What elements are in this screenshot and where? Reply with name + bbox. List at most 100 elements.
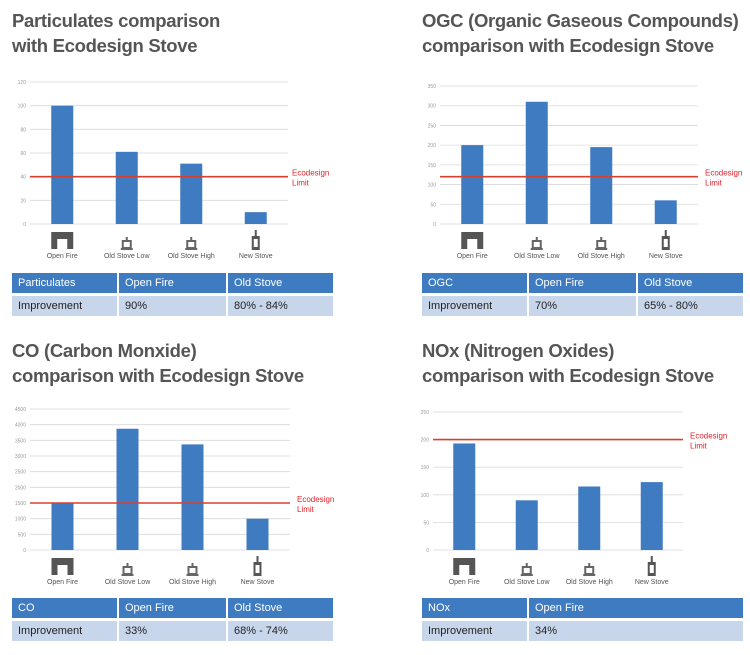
y-tick-label: 60 xyxy=(20,151,26,157)
bar-chart: 0 50 100 150 200 250 300 350 Open Fire Old Stove … xyxy=(428,84,743,260)
chart-title-line: OGC (Organic Gaseous Compounds) xyxy=(422,10,739,31)
chart-title-line: Particulates comparison xyxy=(12,10,220,31)
y-tick-label: 150 xyxy=(428,163,437,169)
y-tick-label: 0 xyxy=(426,548,429,554)
bar-old-stove-high xyxy=(181,444,204,550)
chart-title: OGC (Organic Gaseous Compounds) compariso… xyxy=(422,8,739,58)
old-stove-shape xyxy=(185,237,198,250)
table-header: OGC Open Fire Old Stove xyxy=(422,273,743,293)
limit-label: Ecodesign xyxy=(690,432,727,441)
improvement-table: CO Open Fire Old Stove Improvement 33% 68% - … xyxy=(10,595,335,644)
table-header: CO Open Fire Old Stove xyxy=(12,598,333,618)
chart-title: NOx (Nitrogen Oxides) comparison with Eco… xyxy=(422,338,714,388)
table-cell: 90% xyxy=(119,296,226,316)
category-label: Open Fire xyxy=(47,579,78,586)
new-stove-shape xyxy=(253,556,262,576)
y-tick-label: 3500 xyxy=(15,438,26,444)
limit-label: Limit xyxy=(690,442,708,451)
y-tick-label: 100 xyxy=(18,104,27,110)
category-label: New Stove xyxy=(635,579,669,586)
new-stove-icon xyxy=(251,230,260,250)
open-fire-icon xyxy=(51,232,74,249)
old-stove-icon xyxy=(595,237,608,250)
limit-label: Ecodesign xyxy=(297,495,334,504)
new-stove-icon xyxy=(661,230,670,250)
limit-label: Ecodesign xyxy=(705,169,742,178)
category-label: Open Fire xyxy=(47,253,78,260)
table-row: Improvement 33% 68% - 74% xyxy=(12,621,333,641)
table-cell: Old Stove xyxy=(228,598,333,618)
old-stove-shape xyxy=(595,237,608,250)
category-label: Old Stove High xyxy=(578,253,625,260)
y-tick-label: 1000 xyxy=(15,517,26,523)
improvement-table: NOx Open Fire Improvement 34% xyxy=(420,595,745,644)
category-label: Open Fire xyxy=(449,579,480,586)
bar-old-stove-low xyxy=(116,428,139,550)
y-tick-label: 3000 xyxy=(15,454,26,460)
improvement-table: Particulates Open Fire Old Stove Improvemen… xyxy=(10,270,335,319)
chart-panel: Particulates comparison with Ecodesign St… xyxy=(0,0,340,325)
y-tick-label: 150 xyxy=(421,465,430,471)
table-cell: Improvement xyxy=(422,296,527,316)
old-stove-shape xyxy=(530,237,543,250)
bar-old-stove-low xyxy=(515,500,538,550)
table-cell: Open Fire xyxy=(529,273,636,293)
old-stove-icon xyxy=(583,563,596,576)
y-tick-label: 4000 xyxy=(15,423,26,429)
table-cell: 80% - 84% xyxy=(228,296,333,316)
y-tick-label: 1500 xyxy=(15,501,26,507)
bar-open-fire xyxy=(51,105,74,224)
table-cell: Old Stove xyxy=(638,273,743,293)
y-tick-label: 250 xyxy=(428,123,437,129)
category-label: New Stove xyxy=(649,253,683,260)
chart-panel: OGC (Organic Gaseous Compounds) compariso… xyxy=(410,0,750,325)
y-tick-label: 350 xyxy=(428,84,437,90)
bar-old-stove-low xyxy=(525,101,548,224)
y-tick-label: 250 xyxy=(421,410,430,416)
table-cell: Open Fire xyxy=(119,598,226,618)
category-label: Old Stove Low xyxy=(105,579,151,586)
table-cell: Old Stove xyxy=(228,273,333,293)
category-label: Open Fire xyxy=(457,253,488,260)
chart-title-line: with Ecodesign Stove xyxy=(12,35,198,56)
bar-chart: 0 500 1000 1500 2000 2500 3000 3500 4000 4500 Open… xyxy=(15,407,334,586)
open-fire-icon xyxy=(453,558,476,575)
limit-label: Limit xyxy=(297,505,315,514)
category-label: Old Stove Low xyxy=(104,253,150,260)
table-row: Improvement 90% 80% - 84% xyxy=(12,296,333,316)
bar-chart: 0 50 100 150 200 250 Open Fire Old Stove Low Old… xyxy=(421,410,728,586)
y-tick-label: 50 xyxy=(423,520,429,526)
chart-panel: CO (Carbon Monxide) comparison with Ecode… xyxy=(0,330,340,655)
bar-open-fire xyxy=(453,443,476,550)
bar-new-stove xyxy=(246,518,269,550)
bar-old-stove-high xyxy=(590,147,613,224)
category-label: Old Stove High xyxy=(566,579,613,586)
table-cell: Improvement xyxy=(12,296,117,316)
old-stove-shape xyxy=(121,563,134,576)
table-cell: 33% xyxy=(119,621,226,641)
old-stove-icon xyxy=(121,563,134,576)
bar-open-fire xyxy=(461,145,484,224)
table-cell: CO xyxy=(12,598,117,618)
y-tick-label: 40 xyxy=(20,175,26,181)
table-header: NOx Open Fire xyxy=(422,598,743,618)
chart-title-line: comparison with Ecodesign Stove xyxy=(422,35,714,56)
table-cell: Particulates xyxy=(12,273,117,293)
y-tick-label: 4500 xyxy=(15,407,26,413)
limit-label: Limit xyxy=(705,179,723,188)
bar-new-stove xyxy=(654,200,677,224)
y-tick-label: 200 xyxy=(421,438,430,444)
y-tick-label: 100 xyxy=(428,183,437,189)
category-label: New Stove xyxy=(239,253,273,260)
y-tick-label: 0 xyxy=(23,222,26,228)
y-tick-label: 300 xyxy=(428,104,437,110)
old-stove-icon xyxy=(530,237,543,250)
open-fire-shape xyxy=(51,232,74,249)
bar-old-stove-high xyxy=(180,163,203,224)
y-tick-label: 20 xyxy=(20,198,26,204)
chart-title-line: NOx (Nitrogen Oxides) xyxy=(422,340,615,361)
chart-title: CO (Carbon Monxide) comparison with Ecode… xyxy=(12,338,304,388)
old-stove-shape xyxy=(520,563,533,576)
category-label: Old Stove High xyxy=(168,253,215,260)
y-tick-label: 50 xyxy=(430,202,436,208)
